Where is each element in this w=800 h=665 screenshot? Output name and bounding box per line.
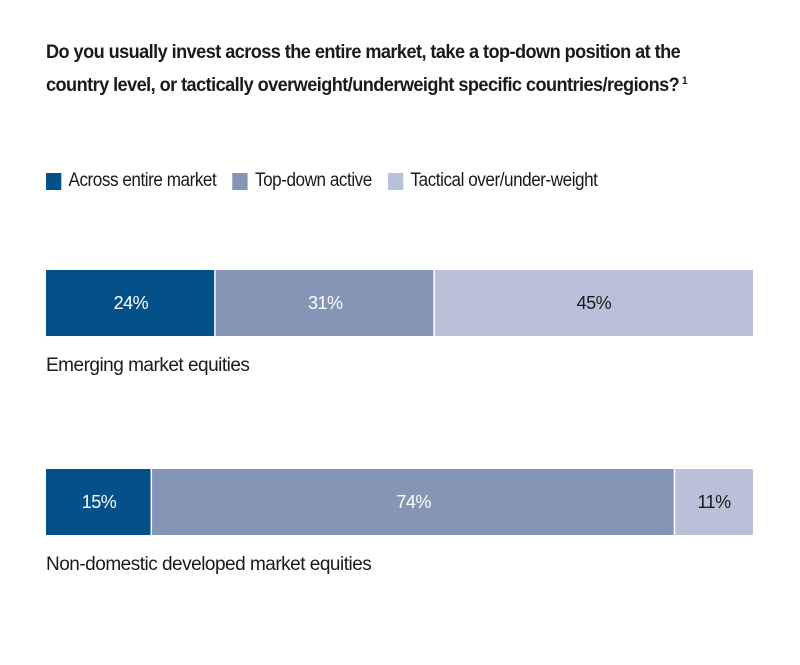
legend-swatch-tactical <box>388 172 404 190</box>
data-label: 74% <box>396 492 431 512</box>
data-label: 24% <box>114 293 149 313</box>
data-label: 31% <box>308 293 343 313</box>
bar-segment-tactical-over-under-weight <box>675 469 753 535</box>
bar-segment-top-down-active <box>152 469 674 535</box>
legend-label: Top-down active <box>255 170 372 191</box>
legend-swatch-across-entire-market <box>46 172 62 190</box>
bar-segment-top-down-active <box>215 270 434 336</box>
bar-segment-across-entire-market <box>46 469 151 535</box>
legend-item-tactical: Tactical over/under-weight <box>388 170 598 192</box>
title-footnote: 1 <box>681 75 688 87</box>
legend-label: Tactical over/under-weight <box>410 170 598 191</box>
category-label: Emerging market equities <box>46 355 249 376</box>
legend-label: Across entire market <box>68 170 217 191</box>
legend-item-across-entire-market: Across entire market <box>46 170 217 192</box>
data-label: 11% <box>698 492 732 512</box>
bar-row-emerging-market-equities: 24% 31% 45% Emerging market equities <box>46 270 753 376</box>
legend-swatch-top-down-active <box>232 172 248 190</box>
legend-item-top-down-active: Top-down active <box>232 170 372 192</box>
bar-row-non-domestic-developed-market-equities: 15% 74% 11% Non-domestic developed market e… <box>46 469 753 575</box>
legend: Across entire market Top-down active Tac… <box>46 170 614 192</box>
category-label: Non-domestic developed market equities <box>46 554 371 575</box>
chart-title: Do you usually invest across the entire … <box>46 38 716 100</box>
data-label: 45% <box>577 293 612 313</box>
chart-title-text: Do you usually invest across the entire … <box>46 41 681 96</box>
bar-segment-tactical-over-under-weight <box>434 270 753 336</box>
data-label: 15% <box>82 492 117 512</box>
bar-segment-across-entire-market <box>46 270 215 336</box>
